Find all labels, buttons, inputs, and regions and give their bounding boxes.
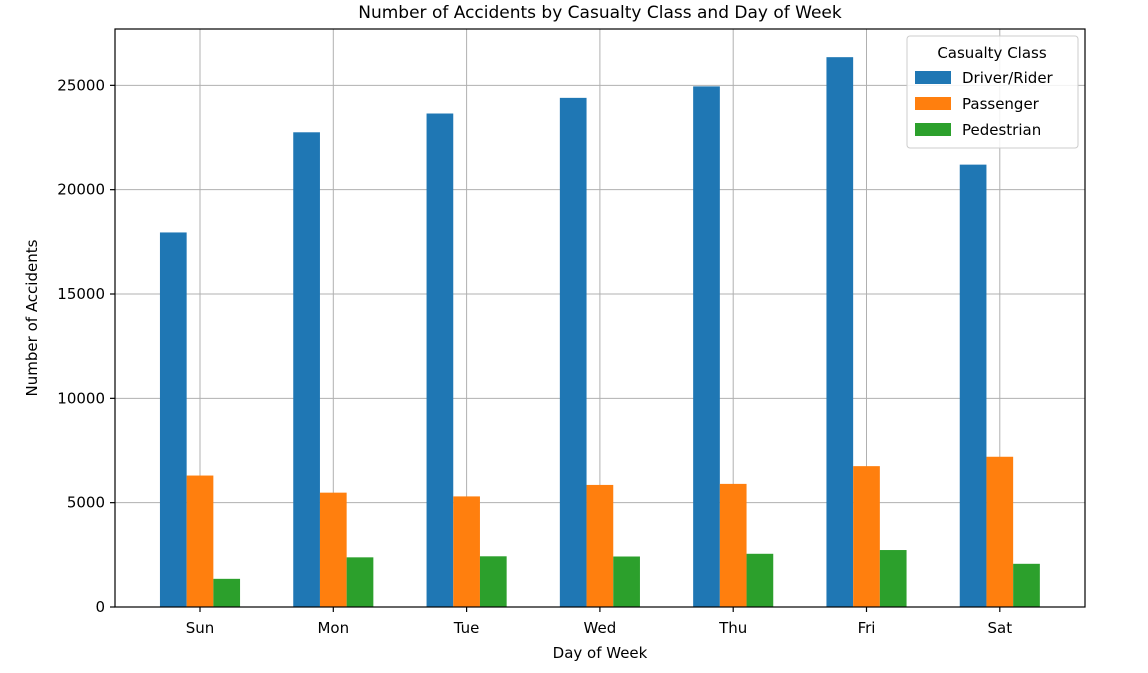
legend-swatch [915, 123, 951, 136]
x-ticks: Sun Mon Tue Wed Thu Fri Sat [186, 607, 1012, 637]
y-ticks: 0 5000 10000 15000 20000 25000 [57, 76, 115, 616]
y-tick-label: 25000 [57, 76, 105, 94]
bar-pedestrian-tue [479, 556, 507, 607]
x-tick-label-sun: Sun [186, 619, 215, 637]
y-tick-label: 5000 [67, 494, 105, 512]
x-tick-label-mon: Mon [317, 619, 349, 637]
bars [159, 57, 1040, 608]
legend-entry: Passenger [962, 95, 1040, 113]
bar-passenger-wed [586, 484, 614, 607]
chart-title: Number of Accidents by Casualty Class an… [358, 3, 842, 23]
bar-pedestrian-wed [613, 556, 640, 607]
bar-pedestrian-sat [1013, 563, 1040, 607]
bar-passenger-thu [719, 483, 747, 607]
x-tick-label-wed: Wed [584, 619, 617, 637]
x-axis-label: Day of Week [553, 644, 648, 662]
legend-swatch [915, 97, 951, 110]
legend-entry: Driver/Rider [962, 69, 1054, 87]
bar-passenger-sat [986, 456, 1014, 607]
bar-driver-rider-mon [293, 132, 320, 607]
bar-driver-rider-thu [693, 86, 720, 607]
bar-passenger-tue [453, 496, 480, 607]
bar-pedestrian-sun [213, 578, 241, 607]
bar-passenger-sun [186, 475, 214, 607]
bar-passenger-mon [319, 492, 347, 607]
legend-title: Casualty Class [937, 44, 1047, 62]
y-tick-label: 20000 [57, 181, 105, 199]
x-tick-label-thu: Thu [718, 619, 747, 637]
bar-pedestrian-thu [746, 553, 774, 607]
x-tick-label-tue: Tue [453, 619, 480, 637]
legend: Casualty Class Driver/Rider Passenger Pede… [906, 35, 1079, 149]
legend-box [906, 35, 1079, 149]
bar-passenger-fri [853, 466, 880, 607]
bar-driver-rider-sat [959, 164, 987, 607]
y-axis-label: Number of Accidents [23, 239, 41, 396]
x-tick-label-fri: Fri [858, 619, 876, 637]
bar-driver-rider-wed [559, 97, 587, 608]
y-tick-label: 0 [95, 598, 105, 616]
bar-pedestrian-fri [879, 550, 907, 607]
bar-driver-rider-fri [826, 57, 854, 607]
bar-driver-rider-tue [426, 113, 454, 607]
legend-entry: Pedestrian [962, 121, 1041, 139]
x-tick-label-sat: Sat [987, 619, 1012, 637]
y-tick-label: 15000 [57, 285, 105, 303]
y-tick-label: 10000 [57, 389, 105, 407]
bar-driver-rider-sun [159, 232, 187, 608]
bar-pedestrian-mon [346, 557, 374, 607]
legend-swatch [915, 71, 951, 84]
